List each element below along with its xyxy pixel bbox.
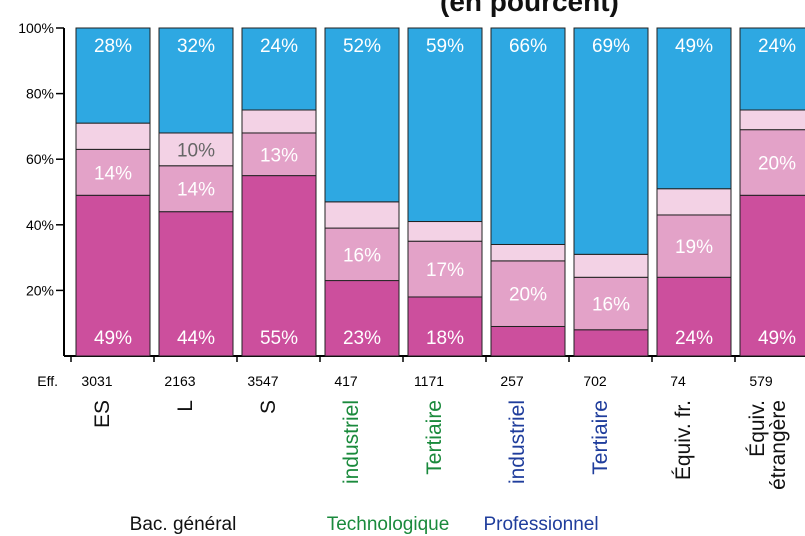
effectif-value: 702: [583, 373, 607, 389]
group-label: Technologique: [327, 514, 450, 535]
bar-segment: [158, 27, 234, 134]
bar-segment: [739, 27, 805, 111]
bar-segment: [241, 175, 317, 357]
data-label: 13%: [260, 145, 298, 166]
data-label: 14%: [177, 180, 215, 201]
bar-segment: [573, 329, 649, 357]
bar-segment: [75, 194, 151, 357]
bar-segment: [324, 27, 400, 203]
category-label: Tertiaire: [589, 400, 612, 475]
effectif-value: 257: [500, 373, 524, 389]
bar-segment: [490, 27, 566, 245]
category-label: Tertiaire: [423, 400, 446, 475]
bar-segment: [407, 27, 483, 223]
category-label: ES: [91, 400, 114, 428]
bar-segment: [656, 276, 732, 357]
category-label: S: [257, 400, 280, 414]
category-label: L: [174, 400, 197, 412]
bar-segment: [407, 296, 483, 357]
bar-segment: [324, 227, 400, 282]
data-label: 24%: [675, 328, 713, 349]
data-label: 14%: [94, 163, 132, 184]
bar-segment: [490, 243, 566, 262]
bar-segment: [75, 27, 151, 124]
data-label: 55%: [260, 328, 298, 349]
data-label: 49%: [94, 328, 132, 349]
effectif-value: 417: [334, 373, 358, 389]
group-label: Professionnel: [483, 514, 598, 535]
data-label: 24%: [260, 36, 298, 57]
data-label: 69%: [592, 36, 630, 57]
bar-segment: [656, 214, 732, 278]
effectif-value: 74: [670, 373, 686, 389]
data-label: 20%: [509, 285, 547, 306]
bar-segment: [407, 240, 483, 298]
bar-segment: [573, 276, 649, 331]
bar-segment: [324, 280, 400, 357]
bar-segment: [75, 148, 151, 196]
data-label: 20%: [758, 153, 796, 174]
group-label: Bac. général: [130, 514, 237, 535]
chart-title-fragment: (en pourcent): [440, 0, 619, 17]
bar-segment: [573, 27, 649, 255]
data-label: 16%: [343, 245, 381, 266]
category-label: industriel: [506, 400, 529, 484]
data-label: 17%: [426, 260, 464, 281]
category-label: Équiv. fr.: [672, 400, 695, 480]
effectif-value: 579: [749, 373, 773, 389]
bar-segment: [241, 27, 317, 111]
data-label: 16%: [592, 295, 630, 316]
category-label: Équiv.: [746, 400, 769, 457]
data-label: 52%: [343, 36, 381, 57]
data-label: 49%: [758, 328, 796, 349]
data-label: 44%: [177, 328, 215, 349]
bar-segment: [324, 201, 400, 229]
effectif-value: 1171: [414, 373, 444, 389]
bar-segment: [158, 132, 234, 167]
data-label: 23%: [343, 328, 381, 349]
effectif-value: 3547: [247, 373, 278, 389]
y-tick-label: 20%: [26, 282, 54, 298]
bar-segment: [490, 325, 566, 357]
effectif-label: Eff.: [37, 373, 58, 389]
data-label: 19%: [675, 237, 713, 258]
category-label: étrangère: [767, 400, 790, 490]
bar-segment: [75, 122, 151, 150]
data-label: 18%: [426, 328, 464, 349]
data-label: 24%: [758, 36, 796, 57]
bar-segment: [656, 188, 732, 216]
y-tick-label: 100%: [18, 20, 54, 36]
effectif-value: 3031: [81, 373, 112, 389]
bar-segment: [490, 260, 566, 327]
data-label: 66%: [509, 36, 547, 57]
bar-segment: [158, 211, 234, 357]
bar-segment: [241, 109, 317, 134]
data-label: 32%: [177, 36, 215, 57]
bar-segment: [739, 109, 805, 131]
y-tick-label: 60%: [26, 151, 54, 167]
data-label: 10%: [177, 140, 215, 161]
y-tick-label: 40%: [26, 217, 54, 233]
data-label: 49%: [675, 36, 713, 57]
data-label: 28%: [94, 36, 132, 57]
y-tick-label: 80%: [26, 86, 54, 102]
bar-segment: [407, 221, 483, 242]
bar-segment: [573, 253, 649, 278]
category-label: industriel: [340, 400, 363, 484]
data-label: 59%: [426, 36, 464, 57]
bar-segment: [656, 27, 732, 190]
bar-segment: [739, 194, 805, 357]
effectif-value: 2163: [164, 373, 195, 389]
